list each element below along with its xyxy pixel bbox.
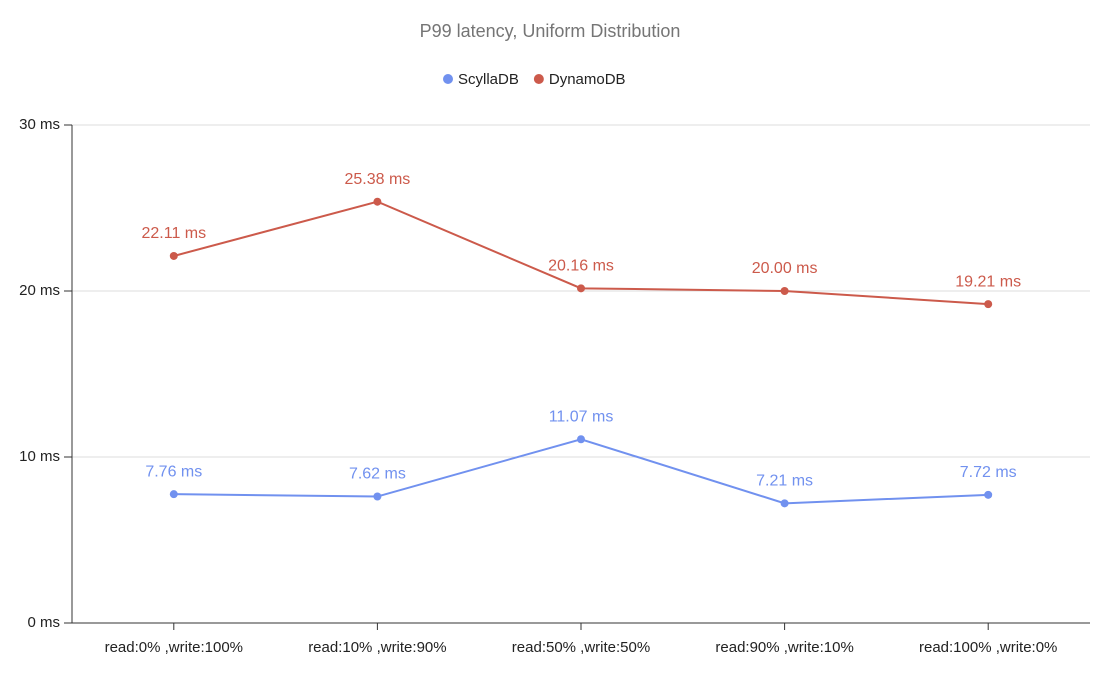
- data-label: 7.21 ms: [756, 473, 813, 490]
- x-tick-label: read:50% ,write:50%: [512, 639, 650, 656]
- data-label: 20.00 ms: [752, 260, 818, 277]
- data-point: [373, 492, 382, 501]
- data-point: [780, 499, 789, 508]
- legend-marker: [533, 74, 544, 84]
- y-tick-label: 10 ms: [19, 448, 60, 465]
- y-tick-label: 20 ms: [19, 282, 60, 299]
- data-point: [577, 284, 585, 293]
- legend-marker: [443, 74, 453, 84]
- data-point: [577, 435, 585, 444]
- data-point: [169, 251, 178, 260]
- series-line: [173, 438, 989, 505]
- legend-label: DynamoDB: [549, 71, 626, 88]
- data-label: 19.21 ms: [955, 273, 1021, 290]
- data-point: [984, 300, 993, 309]
- data-label: 7.76 ms: [145, 463, 202, 480]
- data-label: 7.72 ms: [960, 464, 1017, 481]
- x-tick-label: read:10% ,write:90%: [308, 639, 446, 656]
- x-tick-label: read:0% ,write:100%: [105, 639, 243, 656]
- data-label: 7.62 ms: [349, 466, 406, 483]
- data-label: 20.16 ms: [548, 258, 614, 275]
- data-point: [780, 287, 789, 295]
- x-tick-label: read:100% ,write:0%: [919, 639, 1057, 656]
- data-point: [373, 197, 382, 206]
- chart-title: P99 latency, Uniform Distribution: [420, 21, 681, 41]
- data-label: 11.07 ms: [549, 408, 614, 425]
- x-tick-label: read:90% ,write:10%: [715, 639, 853, 656]
- data-label: 22.11 ms: [141, 225, 206, 242]
- y-tick-label: 0 ms: [27, 614, 60, 631]
- data-point: [169, 490, 178, 499]
- y-tick-label: 30 ms: [19, 116, 60, 133]
- legend-label: ScyllaDB: [458, 71, 519, 88]
- data-label: 25.38 ms: [344, 171, 410, 188]
- data-point: [984, 490, 993, 499]
